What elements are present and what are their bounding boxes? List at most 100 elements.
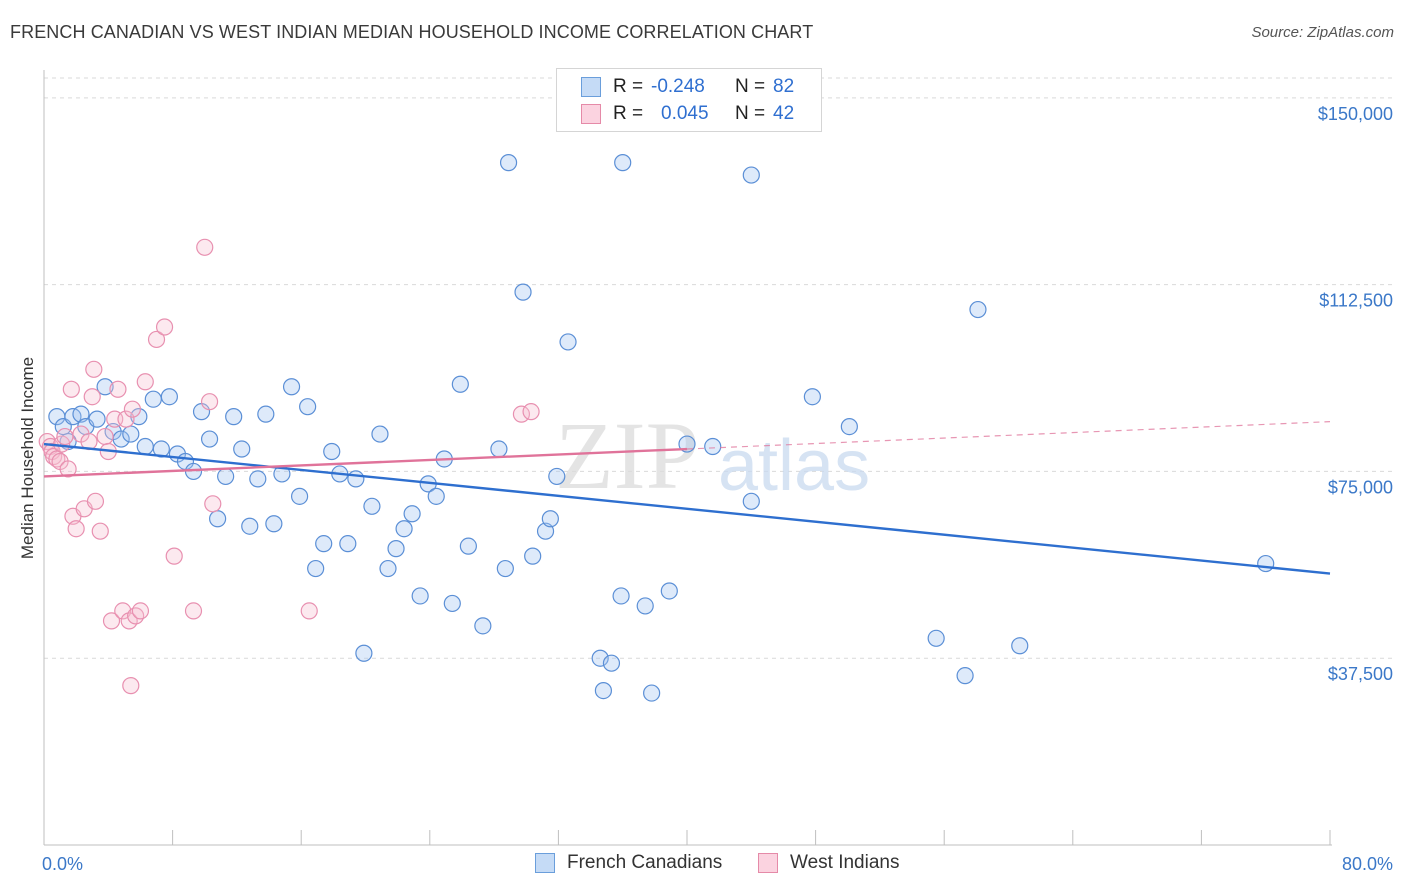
french-canadian-point — [636, 597, 654, 615]
legend-r-label: R = — [613, 76, 644, 97]
legend-r-value: -0.248 — [651, 76, 705, 97]
west-indian-point — [200, 393, 219, 411]
french-canadian-point — [395, 520, 413, 538]
watermark-atlas: atlas — [718, 426, 870, 506]
french-canadian-point — [490, 440, 508, 458]
french-canadian-point — [591, 649, 609, 667]
west-indian-point — [127, 607, 145, 625]
west-indian-point — [91, 522, 109, 540]
west-indian-point — [300, 602, 318, 620]
french-canadian-point — [96, 378, 114, 396]
french-canadian-point — [299, 398, 317, 416]
y-tick-label: $150,000 — [1318, 104, 1393, 124]
bottom-legend-west-label: West Indians — [790, 852, 900, 873]
french-canadian-point — [339, 535, 357, 553]
french-canadian-point — [307, 559, 325, 578]
legend-row-french: R = -0.248 N = 82 — [581, 75, 794, 99]
west-indian-trend-line — [43, 447, 688, 478]
west-indian-point — [196, 238, 214, 256]
west-indian-point — [67, 520, 85, 538]
french-canadian-point — [122, 425, 140, 443]
french-canadian-point — [496, 559, 514, 578]
west-indian-point — [102, 612, 121, 630]
french-canadian-point — [363, 497, 381, 515]
french-canadian-point — [136, 437, 154, 456]
french-canadian-point — [742, 166, 760, 184]
french-canadian-point — [144, 390, 162, 408]
west-indian-point — [85, 360, 103, 378]
west-indian-point — [136, 373, 154, 391]
french-canadian-point — [742, 492, 760, 510]
source-label: Source: ZipAtlas.com — [1251, 24, 1394, 41]
bottom-legend-french: French Canadians — [535, 852, 722, 874]
legend-n-label: N = — [735, 76, 766, 97]
legend-swatch-blue — [581, 77, 601, 97]
french-canadian-point — [969, 300, 987, 319]
west-indian-point — [122, 677, 140, 695]
watermark-zip: ZIP — [555, 402, 699, 509]
west-indian-point — [117, 410, 135, 428]
french-canadian-point — [323, 442, 341, 461]
bottom-legend-swatch-blue — [535, 853, 555, 873]
bottom-legend-west: West Indians — [758, 852, 899, 874]
west-indian-point — [83, 388, 101, 406]
west-indian-point — [59, 460, 77, 478]
french-canadian-point — [1011, 637, 1029, 655]
west-indian-trend-line-projection — [686, 421, 1331, 450]
french-canadian-point — [379, 559, 397, 578]
west-indian-point — [165, 547, 183, 565]
french-canadian-point — [347, 470, 365, 488]
west-indian-point — [184, 602, 203, 620]
french-canadian-point — [371, 425, 389, 443]
french-canadian-point — [403, 505, 421, 523]
west-indian-point — [56, 427, 74, 446]
french-canadian-point — [1257, 554, 1275, 573]
west-indian-point — [96, 427, 114, 446]
french-canadian-point — [233, 440, 251, 458]
french-canadian-point — [704, 437, 722, 456]
french-canadian-point — [514, 283, 532, 301]
legend-r-label: R = — [613, 103, 644, 124]
french-canadian-point — [614, 154, 632, 172]
watermark: ZIP atlas — [555, 402, 870, 509]
french-canadian-point — [209, 510, 227, 528]
x-tick-label-max: 80.0% — [1342, 854, 1393, 874]
french-canadian-point — [88, 410, 106, 428]
french-canadian-point — [956, 667, 974, 685]
french-canadian-point — [411, 587, 429, 605]
bottom-legend-swatch-pink — [758, 853, 778, 873]
y-tick-label: $37,500 — [1328, 664, 1393, 684]
french-canadian-point — [524, 547, 542, 565]
french-canadian-point — [290, 487, 309, 505]
legend-n-value: 82 — [773, 76, 795, 97]
gridlines — [44, 77, 1395, 659]
french-canadian-point — [200, 430, 219, 448]
west-indian-point — [86, 492, 105, 510]
french-canadian-point — [217, 467, 235, 486]
legend-n-label: N = — [735, 103, 766, 124]
french-canadian-point — [803, 388, 821, 406]
west-indian-point — [512, 405, 531, 423]
french-canadian-point — [559, 333, 577, 351]
y-tick-label: $112,500 — [1319, 291, 1393, 311]
west-indian-point — [522, 403, 540, 421]
french-canadian-point — [160, 388, 178, 406]
west-indian-point — [147, 330, 166, 349]
west-indian-point — [109, 380, 127, 398]
legend-n-value: 42 — [773, 103, 795, 124]
west-indian-point — [155, 318, 174, 336]
bottom-legend-french-label: French Canadians — [567, 852, 723, 873]
x-tick-label-min: 0.0% — [42, 854, 83, 874]
legend-row-west: R = 0.045 N = 42 — [581, 102, 794, 126]
west-indian-point — [204, 495, 222, 513]
west-indian-points — [38, 238, 540, 695]
x-tick-marks — [43, 830, 1331, 845]
french-canadian-point — [459, 537, 477, 555]
stats-legend: R = -0.248 N = 82 R = 0.045 N = 42 — [556, 68, 822, 132]
french-canadian-point — [602, 654, 621, 672]
chart-title: FRENCH CANADIAN VS WEST INDIAN MEDIAN HO… — [10, 22, 814, 42]
y-tick-label: $75,000 — [1328, 477, 1393, 497]
french-canadian-point — [257, 405, 275, 423]
french-canadian-point — [355, 644, 373, 662]
